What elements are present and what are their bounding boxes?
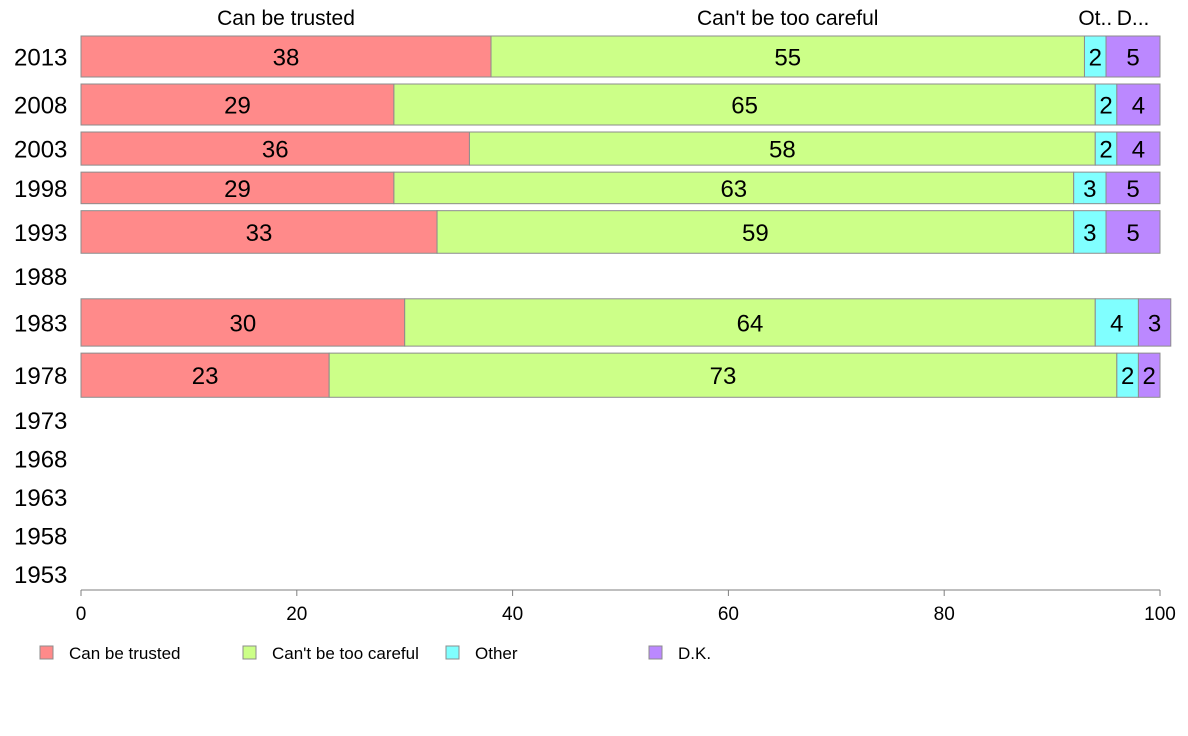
bar-2003-s3	[1116, 131, 1161, 166]
bar-1993-s2	[1073, 210, 1107, 254]
x-tick-label-80: 80	[934, 604, 955, 625]
legend-swatch-3	[648, 645, 663, 660]
data-label-1983-s1: 64	[737, 310, 764, 337]
data-label-1978-s0: 23	[192, 363, 219, 390]
bar-2008-s1	[393, 83, 1096, 126]
bar-2003-s0	[80, 131, 470, 166]
data-label-1978-s2: 2	[1121, 363, 1134, 390]
bar-1983-s1	[404, 298, 1096, 347]
bar-1983-s0	[80, 298, 406, 347]
category-label-1988: 1988	[14, 264, 67, 291]
data-label-2008-s2: 2	[1099, 93, 1112, 120]
data-label-1998-s1: 63	[720, 176, 747, 203]
column-header-1: Can't be too careful	[697, 7, 878, 30]
x-tick-label-20: 20	[286, 604, 307, 625]
column-header-0: Can be trusted	[217, 7, 355, 30]
data-label-2008-s1: 65	[731, 93, 758, 120]
legend-swatch-2	[445, 645, 460, 660]
category-label-1983: 1983	[14, 310, 67, 337]
bar-1978-s3	[1137, 352, 1161, 398]
bar-1998-s0	[80, 171, 395, 205]
bar-2013-s0	[80, 35, 492, 78]
data-label-2003-s3: 4	[1132, 137, 1145, 164]
data-label-2008-s0: 29	[224, 93, 251, 120]
bar-2013-s1	[490, 35, 1085, 78]
data-label-2013-s3: 5	[1126, 45, 1139, 72]
data-label-1998-s0: 29	[224, 176, 251, 203]
x-tick-label-40: 40	[502, 604, 523, 625]
bar-1998-s3	[1105, 171, 1161, 205]
bar-2003-s1	[468, 131, 1096, 166]
data-label-1993-s2: 3	[1083, 220, 1096, 247]
category-label-2013: 2013	[14, 45, 67, 72]
legend-label-0: Can be trusted	[69, 644, 181, 663]
x-tick-label-100: 100	[1144, 604, 1176, 625]
bar-2008-s3	[1116, 83, 1161, 126]
data-label-1993-s1: 59	[742, 220, 769, 247]
category-label-1968: 1968	[14, 447, 67, 474]
category-label-1953: 1953	[14, 562, 67, 589]
bar-1993-s1	[436, 210, 1075, 254]
data-label-2003-s1: 58	[769, 137, 796, 164]
data-label-1983-s3: 3	[1148, 310, 1161, 337]
data-label-2003-s2: 2	[1099, 137, 1112, 164]
data-label-2013-s2: 2	[1089, 45, 1102, 72]
data-label-2013-s1: 55	[774, 45, 801, 72]
data-label-1983-s0: 30	[229, 310, 256, 337]
data-label-1998-s2: 3	[1083, 176, 1096, 203]
data-label-2013-s0: 38	[273, 45, 300, 72]
category-label-1993: 1993	[14, 220, 67, 247]
category-label-1958: 1958	[14, 524, 67, 551]
data-label-1978-s3: 2	[1143, 363, 1156, 390]
data-label-1998-s3: 5	[1126, 176, 1139, 203]
bar-2013-s3	[1105, 35, 1161, 78]
category-label-2008: 2008	[14, 93, 67, 120]
data-label-2008-s3: 4	[1132, 93, 1145, 120]
category-label-1973: 1973	[14, 408, 67, 435]
category-label-1978: 1978	[14, 363, 67, 390]
data-label-1983-s2: 4	[1110, 310, 1123, 337]
data-label-2003-s0: 36	[262, 137, 289, 164]
bar-1978-s0	[80, 352, 330, 398]
data-label-1993-s0: 33	[246, 220, 273, 247]
legend-swatch-0	[39, 645, 54, 660]
category-label-1963: 1963	[14, 485, 67, 512]
bar-1983-s3	[1137, 298, 1172, 347]
legend-label-3: D.K.	[678, 644, 711, 663]
data-label-1993-s3: 5	[1126, 220, 1139, 247]
column-header-3: D...	[1117, 7, 1150, 30]
bar-1993-s0	[80, 210, 438, 254]
bar-1993-s3	[1105, 210, 1161, 254]
category-label-1998: 1998	[14, 176, 67, 203]
data-label-1978-s1: 73	[710, 363, 737, 390]
bar-2008-s0	[80, 83, 395, 126]
legend-label-1: Can't be too careful	[272, 644, 419, 663]
legend-label-2: Other	[475, 644, 518, 663]
x-tick-label-0: 0	[76, 604, 87, 625]
bar-1978-s1	[328, 352, 1118, 398]
x-tick-label-60: 60	[718, 604, 739, 625]
legend-swatch-1	[242, 645, 257, 660]
column-header-2: Ot..	[1078, 7, 1112, 30]
category-label-2003: 2003	[14, 137, 67, 164]
bar-1998-s1	[393, 171, 1075, 205]
